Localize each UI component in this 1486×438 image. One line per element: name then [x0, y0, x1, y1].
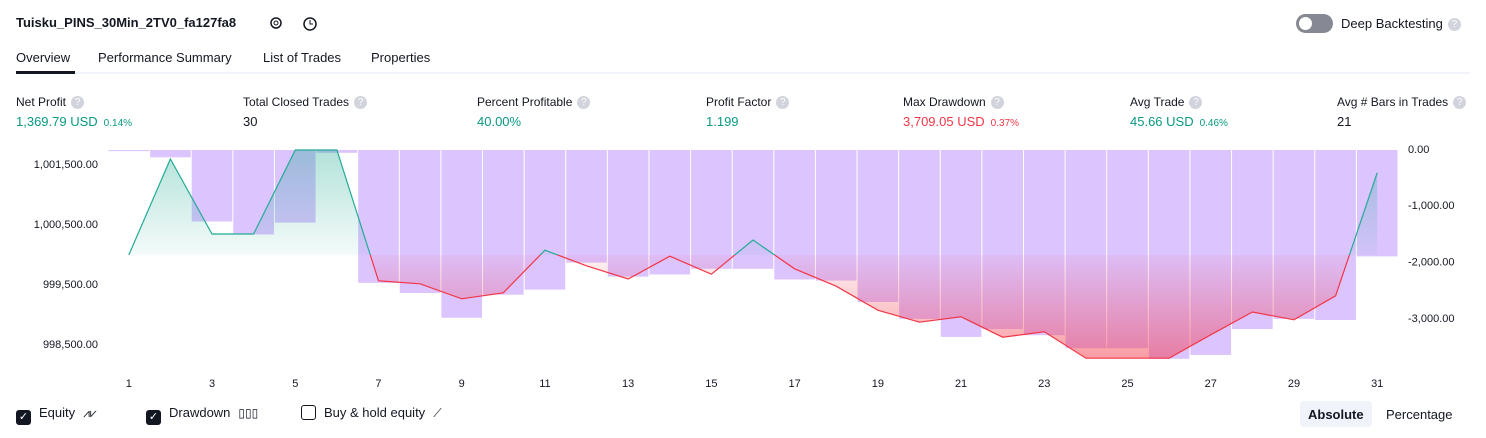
metric-value-text: 45.66 USD [1130, 114, 1194, 129]
metric-label-text: Avg # Bars in Trades [1337, 95, 1449, 109]
x-tick-label: 27 [1205, 378, 1217, 390]
drawdown-bar [150, 150, 191, 158]
legend-item[interactable]: Buy & hold equity ⟋ [301, 405, 442, 421]
x-tick-label: 31 [1371, 378, 1383, 390]
y2-tick-label: -2,000.00 [1408, 257, 1454, 269]
legend-item[interactable]: ✓ Equity ⩘⩗ [16, 405, 97, 425]
mode-button[interactable]: Absolute [1308, 407, 1364, 422]
metric-value-text: 40.00% [477, 114, 522, 129]
checkbox: ✓ [16, 410, 31, 425]
help-icon: ? [1453, 96, 1467, 109]
metric-label: Total Closed Trades? [243, 95, 368, 109]
legend-icon: ⟋ [433, 406, 442, 420]
mode-button[interactable]: Percentage [1386, 407, 1453, 422]
x-tick-label: 25 [1121, 378, 1133, 390]
help-icon: ? [1189, 96, 1203, 109]
legend-icon: ⩘⩗ [83, 406, 97, 420]
tab[interactable]: List of Trades [263, 50, 342, 65]
legend-icon: ▯▯▯ [238, 406, 259, 420]
legend-label: Equity [39, 405, 76, 420]
metric-value-text: 30 [243, 114, 258, 129]
metric-value: 45.66 USD 0.46% [1130, 114, 1228, 129]
y-tick-label: 998,500.00 [43, 339, 98, 351]
legend-label: Buy & hold equity [324, 405, 426, 420]
metric-label-text: Max Drawdown [903, 95, 986, 109]
metric-value-text: 21 [1337, 114, 1352, 129]
x-tick-label: 1 [126, 378, 132, 390]
header-icons[interactable] [268, 14, 328, 34]
metric-percent: 0.46% [1199, 118, 1228, 129]
metric-value-text: 1,369.79 USD [16, 114, 98, 129]
strategy-title: Tuisku_PINS_30Min_2TV0_fa127fa8 [16, 15, 237, 30]
metric-value: 3,709.05 USD 0.37% [903, 114, 1019, 129]
x-tick-label: 5 [292, 378, 298, 390]
metric-label: Max Drawdown? [903, 95, 1004, 109]
x-tick-label: 11 [539, 378, 550, 390]
metric-label: Percent Profitable? [477, 95, 591, 109]
equity-area [128, 150, 1378, 359]
metric-value: 40.00% [477, 114, 521, 129]
equity-line [128, 149, 1378, 359]
metric-label: Profit Factor? [706, 95, 790, 109]
legend-item[interactable]: ✓ Drawdown ▯▯▯ [146, 405, 258, 425]
metric-label-text: Total Closed Trades [243, 95, 350, 109]
tab[interactable]: Performance Summary [98, 50, 232, 65]
metric-label-text: Avg Trade [1130, 95, 1185, 109]
metric-value-text: 3,709.05 USD [903, 114, 985, 129]
y2-tick-label: -1,000.00 [1408, 200, 1454, 212]
metric-value: 1.199 [706, 114, 739, 129]
metric-label-text: Net Profit [16, 95, 67, 109]
metric-label-text: Percent Profitable [477, 95, 573, 109]
mode-active-bg [1300, 401, 1372, 427]
x-tick-label: 23 [1038, 378, 1050, 390]
metric-label: Avg Trade? [1130, 95, 1203, 109]
x-tick-label: 9 [459, 378, 465, 390]
chart: 1,001,500.00 1,000,500.00 999,500.00 998,50… [34, 144, 1455, 390]
y-tick-label: 999,500.00 [43, 279, 98, 291]
tab-rule [16, 72, 1470, 74]
metric-label: Net Profit? [16, 95, 85, 109]
drawdown-bar [524, 150, 566, 290]
metric-value-text: 1.199 [706, 114, 739, 129]
help-icon: ? [990, 96, 1004, 109]
drawdown-bar [691, 150, 732, 269]
tab-underline [16, 71, 75, 74]
y2-tick-label: 0.00 [1408, 144, 1429, 156]
help-icon: ? [354, 96, 368, 109]
metric-percent: 0.14% [103, 118, 133, 129]
x-tick-label: 13 [622, 378, 634, 390]
x-tick-label: 3 [209, 378, 215, 390]
metric-percent: 0.37% [990, 118, 1020, 129]
x-tick-label: 15 [705, 378, 717, 390]
checkbox [301, 405, 316, 420]
drawdown-bar [649, 150, 691, 275]
x-tick-label: 17 [788, 378, 800, 390]
metric-label: Avg # Bars in Trades? [1337, 95, 1467, 109]
tab[interactable]: Properties [371, 50, 431, 65]
help-icon: ? [577, 96, 591, 109]
checkbox: ✓ [146, 410, 161, 425]
metric-value: 30 [243, 114, 257, 129]
x-tick-label: 7 [375, 378, 381, 390]
help-icon: ? [776, 96, 790, 109]
metric-value: 1,369.79 USD 0.14% [16, 114, 132, 129]
legend-label: Drawdown [169, 405, 231, 420]
toggle-text: Deep Backtesting [1341, 16, 1443, 31]
x-tick-label: 29 [1288, 378, 1300, 390]
toggle-label: Deep Backtesting? [1341, 16, 1461, 31]
y2-tick-label: -3,000.00 [1408, 313, 1454, 325]
metric-label-text: Profit Factor [706, 95, 772, 109]
tab[interactable]: Overview [16, 50, 71, 65]
y-tick-label: 1,000,500.00 [34, 219, 98, 231]
toggle[interactable] [1296, 14, 1333, 33]
x-tick-label: 21 [955, 378, 967, 390]
metric-value: 21 [1337, 114, 1351, 129]
y-tick-label: 1,001,500.00 [34, 159, 98, 171]
x-tick-label: 19 [872, 378, 884, 390]
drawdown-bar [566, 150, 607, 263]
help-icon: ? [71, 96, 85, 109]
drawdown-bar [108, 150, 150, 152]
